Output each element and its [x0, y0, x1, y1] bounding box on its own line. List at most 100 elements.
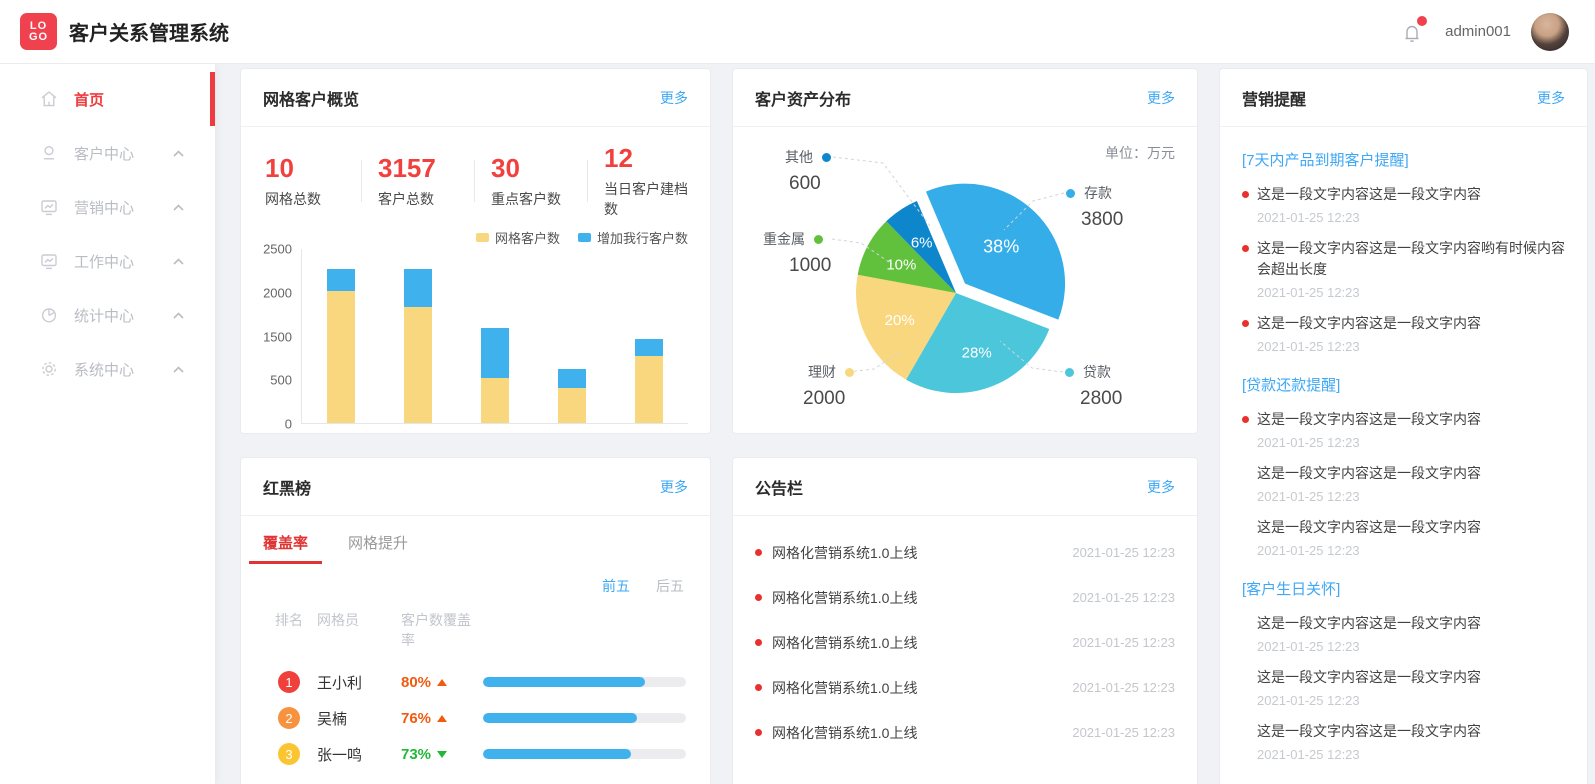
- announcement-time: 2021-01-25 12:23: [1072, 590, 1175, 605]
- sidebar-item-5[interactable]: 统计中心: [0, 288, 215, 342]
- announcement-list: 网格化营销系统1.0上线 2021-01-25 12:23 网格化营销系统1.0上线…: [733, 516, 1197, 755]
- announcement-text: 网格化营销系统1.0上线: [772, 724, 918, 741]
- more-link[interactable]: 更多: [1147, 89, 1175, 106]
- announcement-time: 2021-01-25 12:23: [1072, 545, 1175, 560]
- pie-slice-贷款: [906, 293, 1050, 393]
- x-tick-label: 网格5: [611, 432, 688, 433]
- stat-value: 3157: [378, 153, 436, 183]
- reminder-item[interactable]: 这是一段文字内容这是一段文字内容 2021-01-25 12:23: [1242, 184, 1567, 225]
- callout-name: 存款: [1084, 185, 1112, 201]
- reminder-line: 这是一段文字内容这是一段文字内容: [1242, 667, 1567, 688]
- tab-覆盖率[interactable]: 覆盖率: [249, 532, 323, 564]
- bar-segment: [635, 356, 664, 423]
- bar-chart-plot: [301, 249, 688, 424]
- reminder-text: 这是一段文字内容这是一段文字内容: [1257, 315, 1481, 331]
- reminder-line: 这是一段文字内容这是一段文字内容: [1242, 721, 1567, 742]
- bar-segment: [635, 338, 664, 357]
- y-tick-label: 2500: [263, 241, 292, 257]
- progress-track: [483, 749, 686, 759]
- announcement-row[interactable]: 网格化营销系统1.0上线 2021-01-25 12:23: [755, 530, 1175, 575]
- reminder-line: 这是一段文字内容这是一段文字内容: [1242, 184, 1567, 205]
- more-link[interactable]: 更多: [660, 89, 688, 106]
- reminder-item[interactable]: 这是一段文字内容这是一段文字内容 2021-01-25 12:23: [1242, 409, 1567, 450]
- more-link[interactable]: 更多: [660, 478, 688, 495]
- callout-name: 贷款: [1083, 364, 1111, 380]
- unit-label: 单位：万元: [1105, 145, 1175, 161]
- announcement-row[interactable]: 网格化营销系统1.0上线 2021-01-25 12:23: [755, 665, 1175, 710]
- notification-badge-dot: [1417, 15, 1428, 26]
- announcement-row[interactable]: 网格化营销系统1.0上线 2021-01-25 12:23: [755, 710, 1175, 755]
- filter-后五[interactable]: 后五: [656, 578, 684, 594]
- pie-slice-重金属: [857, 221, 956, 293]
- callout-value: 600: [789, 173, 821, 194]
- filter-前五[interactable]: 前五: [602, 578, 630, 594]
- reminder-item[interactable]: 这是一段文字内容这是一段文字内容 2021-01-25 12:23: [1242, 613, 1567, 654]
- card-title: 公告栏: [755, 480, 804, 498]
- reminder-text: 这是一段文字内容这是一段文字内容: [1257, 615, 1481, 631]
- sidebar-item-2[interactable]: 客户中心: [0, 126, 215, 180]
- progress-cell: [479, 677, 686, 687]
- reminder-time: 2021-01-25 12:23: [1257, 285, 1360, 300]
- reminder-item[interactable]: 这是一段文字内容这是一段文字内容 2021-01-25 12:23: [1242, 721, 1567, 762]
- avatar[interactable]: [1531, 12, 1569, 51]
- sidebar: 首页 客户中心 营销中心 工作中心 统计中心 系统中心: [0, 64, 215, 784]
- y-tick-label: 2000: [263, 285, 292, 301]
- reminder-time: 2021-01-25 12:23: [1257, 210, 1360, 225]
- pie-percent-label: 6%: [911, 234, 933, 251]
- tab-网格提升[interactable]: 网格提升: [348, 535, 409, 552]
- reminder-item[interactable]: 这是一段文字内容这是一段文字内容哟有时候内容会超出长度 2021-01-25 12…: [1242, 238, 1567, 300]
- reminder-item[interactable]: 这是一段文字内容这是一段文字内容 2021-01-25 12:23: [1242, 667, 1567, 708]
- stat-1: 10 网格总数: [265, 153, 361, 209]
- bar-segment: [480, 327, 509, 378]
- legend-label: 增加我行客户数: [596, 230, 688, 246]
- card-grid-customer-overview: 网格客户概览 更多 10 网格总数 3157 客户总数 30 重点客户数 12 当日客户建档数…: [240, 68, 711, 434]
- ranking-filters: 前五 后五: [241, 564, 710, 596]
- stacked-bar-网格1: [326, 249, 355, 423]
- sidebar-item-4[interactable]: 工作中心: [0, 234, 215, 288]
- callout-name: 理财: [808, 364, 836, 380]
- more-link[interactable]: 更多: [1147, 478, 1175, 495]
- logo-line2: GO: [28, 30, 49, 43]
- more-link[interactable]: 更多: [1537, 89, 1565, 106]
- chevron-up-icon: [172, 149, 185, 158]
- stat-label: 客户总数: [378, 191, 434, 207]
- reminder-section-title: [7天内产品到期客户提醒]: [1242, 152, 1409, 169]
- gridder-name: 雨果: [317, 780, 401, 784]
- stacked-bar-网格5: [635, 249, 664, 423]
- percent-value: 73%: [401, 745, 432, 763]
- bar-chart-plot-row: 0 500 1500 2000 2500: [263, 242, 688, 432]
- sidebar-item-3[interactable]: 营销中心: [0, 180, 215, 234]
- pie-callout-理财: 理财: [808, 362, 854, 382]
- card-asset-distribution: 客户资产分布 更多 单位：万元 38% 28% 20% 10% 6% 存款 3800 贷款 28…: [732, 68, 1198, 434]
- header-right: admin001: [1399, 12, 1569, 51]
- bar-segment: [558, 388, 587, 423]
- bar-segment: [326, 290, 355, 423]
- progress-fill: [483, 713, 638, 723]
- x-tick-label: 网格3: [456, 432, 533, 433]
- notifications-button[interactable]: [1399, 15, 1428, 45]
- trend-up-icon: [437, 678, 448, 686]
- rank-badge: 1: [278, 671, 300, 693]
- reminder-item[interactable]: 这是一段文字内容这是一段文字内容 2021-01-25 12:23: [1242, 517, 1567, 558]
- sidebar-item-6[interactable]: 系统中心: [0, 342, 215, 396]
- callout-name: 重金属: [763, 231, 805, 247]
- card-title: 客户资产分布: [755, 91, 852, 109]
- sidebar-item-1[interactable]: 首页: [0, 72, 215, 126]
- card-header: 客户资产分布 更多: [733, 69, 1197, 127]
- pie-callout-存款: 存款: [1066, 183, 1112, 203]
- ranking-row: 2 吴楠 76%: [261, 700, 686, 736]
- announcement-time: 2021-01-25 12:23: [1072, 725, 1175, 740]
- announcement-row[interactable]: 网格化营销系统1.0上线 2021-01-25 12:23: [755, 575, 1175, 620]
- reminder-item[interactable]: 这是一段文字内容这是一段文字内容 2021-01-25 12:23: [1242, 463, 1567, 504]
- progress-fill: [483, 749, 632, 759]
- reminder-section-title: [贷款还款提醒]: [1242, 377, 1341, 394]
- reminder-text: 这是一段文字内容这是一段文字内容: [1257, 669, 1481, 685]
- announcement-row[interactable]: 网格化营销系统1.0上线 2021-01-25 12:23: [755, 620, 1175, 665]
- reminder-item[interactable]: 这是一段文字内容这是一段文字内容 2021-01-25 12:23: [1242, 313, 1567, 354]
- legend-item: 网格客户数: [475, 228, 560, 247]
- column-header: 排名: [275, 612, 303, 628]
- bar-segment: [558, 368, 587, 389]
- asset-pie-chart: 单位：万元 38% 28% 20% 10% 6% 存款 3800 贷款 2800 理财 2000 重金…: [733, 127, 1197, 433]
- x-tick-label: 网格4: [533, 432, 610, 433]
- trend-down-icon: [437, 750, 448, 758]
